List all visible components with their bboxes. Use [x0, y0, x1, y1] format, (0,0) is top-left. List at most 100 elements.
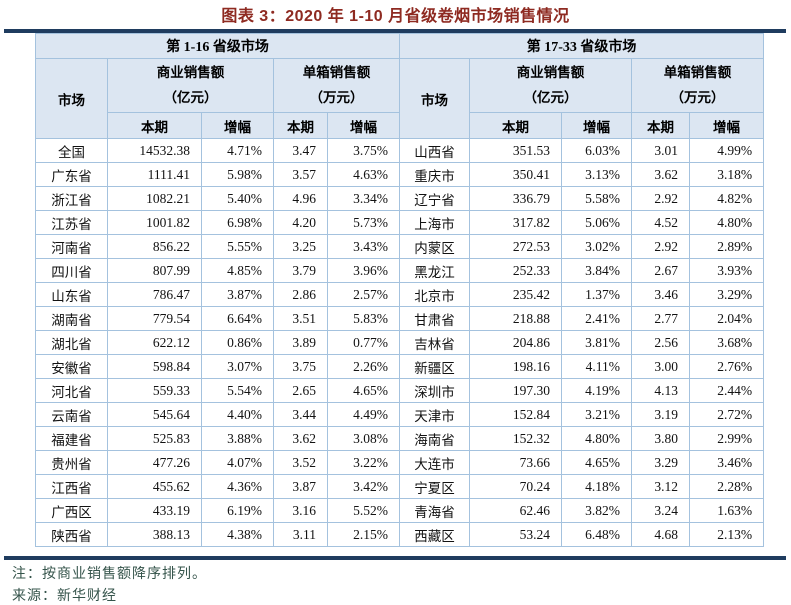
- market-name-cell: 贵州省: [35, 450, 108, 475]
- value-cell: 807.99: [107, 258, 202, 283]
- value-cell: 4.80%: [689, 210, 765, 235]
- value-cell: 2.13%: [689, 522, 765, 547]
- value-cell: 5.55%: [201, 234, 274, 259]
- value-cell: 2.57%: [326, 282, 401, 307]
- market-name-cell: 安徽省: [35, 354, 108, 379]
- value-cell: 4.85%: [201, 258, 274, 283]
- value-cell: 70.24: [469, 474, 563, 499]
- table-row: 贵州省 477.26 4.07% 3.52 3.22% 大连市 73.66 4.65% 3.29…: [35, 450, 765, 475]
- value-cell: 5.52%: [326, 498, 401, 523]
- value-cell: 197.30: [469, 378, 563, 403]
- value-cell: 4.65%: [561, 450, 633, 475]
- market-name-cell: 江西省: [35, 474, 108, 499]
- market-name-cell: 内蒙区: [399, 234, 471, 259]
- value-cell: 4.71%: [201, 138, 274, 163]
- value-cell: 3.46: [631, 282, 691, 307]
- source-note: 来源：新华财经: [12, 589, 117, 604]
- commercial-sales-label: 商业销售额: [516, 65, 585, 81]
- value-cell: 152.84: [469, 402, 563, 427]
- per-box-sales-label: 单箱销售额: [663, 65, 732, 81]
- value-cell: 351.53: [469, 138, 563, 163]
- value-cell: 6.19%: [201, 498, 274, 523]
- value-cell: 3.93%: [689, 258, 765, 283]
- table-row: 河南省 856.22 5.55% 3.25 3.43% 内蒙区 272.53 3.02% 2.9…: [35, 234, 765, 259]
- col-header-market-right: 市场: [399, 58, 471, 139]
- value-cell: 6.48%: [561, 522, 633, 547]
- market-name-cell: 湖南省: [35, 306, 108, 331]
- value-cell: 388.13: [107, 522, 202, 547]
- value-cell: 779.54: [107, 306, 202, 331]
- value-cell: 4.13: [631, 378, 691, 403]
- market-name-cell: 新疆区: [399, 354, 471, 379]
- table-row: 江西省 455.62 4.36% 3.87 3.42% 宁夏区 70.24 4.18% 3.12…: [35, 474, 765, 499]
- market-name-cell: 四川省: [35, 258, 108, 283]
- value-cell: 3.57: [273, 162, 328, 187]
- market-name-cell: 黑龙江: [399, 258, 471, 283]
- col-header-current-period: 本期: [631, 112, 691, 139]
- column-group-header-row: 市场 商业销售额 （亿元） 单箱销售额 （万元） 市场 商业销售额 （亿元） 单…: [35, 58, 765, 139]
- market-name-cell: 山西省: [399, 138, 471, 163]
- value-cell: 3.88%: [201, 426, 274, 451]
- market-name-cell: 海南省: [399, 426, 471, 451]
- col-header-current-period: 本期: [469, 112, 563, 139]
- value-cell: 3.62: [273, 426, 328, 451]
- commercial-sales-unit: （亿元）: [523, 89, 578, 105]
- value-cell: 3.02%: [561, 234, 633, 259]
- value-cell: 2.15%: [326, 522, 401, 547]
- value-cell: 3.89: [273, 330, 328, 355]
- value-cell: 3.22%: [326, 450, 401, 475]
- value-cell: 3.62: [631, 162, 691, 187]
- market-name-cell: 山东省: [35, 282, 108, 307]
- table-row: 云南省 545.64 4.40% 3.44 4.49% 天津市 152.84 3.21% 3.1…: [35, 402, 765, 427]
- value-cell: 1.37%: [561, 282, 633, 307]
- value-cell: 2.67: [631, 258, 691, 283]
- per-box-sales-label: 单箱销售额: [302, 65, 371, 81]
- market-name-cell: 河南省: [35, 234, 108, 259]
- table-row: 福建省 525.83 3.88% 3.62 3.08% 海南省 152.32 4.80% 3.8…: [35, 426, 765, 451]
- value-cell: 2.56: [631, 330, 691, 355]
- value-cell: 5.40%: [201, 186, 274, 211]
- market-name-cell: 甘肃省: [399, 306, 471, 331]
- market-name-cell: 宁夏区: [399, 474, 471, 499]
- value-cell: 786.47: [107, 282, 202, 307]
- value-cell: 4.40%: [201, 402, 274, 427]
- value-cell: 3.52: [273, 450, 328, 475]
- value-cell: 2.92: [631, 186, 691, 211]
- top-divider-rule: [4, 29, 786, 33]
- value-cell: 3.07%: [201, 354, 274, 379]
- value-cell: 2.77: [631, 306, 691, 331]
- value-cell: 3.96%: [326, 258, 401, 283]
- value-cell: 6.03%: [561, 138, 633, 163]
- value-cell: 3.82%: [561, 498, 633, 523]
- value-cell: 3.18%: [689, 162, 765, 187]
- value-cell: 3.08%: [326, 426, 401, 451]
- col-header-current-period: 本期: [273, 112, 328, 139]
- market-name-cell: 广东省: [35, 162, 108, 187]
- value-cell: 3.29%: [689, 282, 765, 307]
- market-name-cell: 北京市: [399, 282, 471, 307]
- table-row: 广西区 433.19 6.19% 3.16 5.52% 青海省 62.46 3.82% 3.24…: [35, 498, 765, 523]
- group-header-markets-1-16: 第 1-16 省级市场: [34, 33, 401, 59]
- value-cell: 2.26%: [326, 354, 401, 379]
- table-row: 全国 14532.38 4.71% 3.47 3.75% 山西省 351.53 6.03% 3.…: [35, 138, 765, 163]
- value-cell: 3.01: [631, 138, 691, 163]
- value-cell: 2.04%: [689, 306, 765, 331]
- value-cell: 559.33: [107, 378, 202, 403]
- group-header-markets-17-33: 第 17-33 省级市场: [399, 33, 765, 59]
- market-name-cell: 青海省: [399, 498, 471, 523]
- table-row: 安徽省 598.84 3.07% 3.75 2.26% 新疆区 198.16 4.11% 3.0…: [35, 354, 765, 379]
- value-cell: 5.83%: [326, 306, 401, 331]
- value-cell: 3.43%: [326, 234, 401, 259]
- value-cell: 4.11%: [561, 354, 633, 379]
- sub-header-row: 本期 增幅 本期 增幅 本期 增幅 本期 增幅: [36, 112, 765, 139]
- value-cell: 3.19: [631, 402, 691, 427]
- value-cell: 3.51: [273, 306, 328, 331]
- value-cell: 53.24: [469, 522, 563, 547]
- col-header-commercial-sales-right: 商业销售额 （亿元）: [469, 58, 633, 113]
- value-cell: 4.52: [631, 210, 691, 235]
- value-cell: 4.63%: [326, 162, 401, 187]
- market-name-cell: 上海市: [399, 210, 471, 235]
- provincial-cigarette-sales-table: 第 1-16 省级市场 第 17-33 省级市场 市场 商业销售额 （亿元） 单…: [34, 33, 765, 547]
- col-header-per-box-sales-left: 单箱销售额 （万元）: [272, 58, 401, 113]
- value-cell: 272.53: [469, 234, 563, 259]
